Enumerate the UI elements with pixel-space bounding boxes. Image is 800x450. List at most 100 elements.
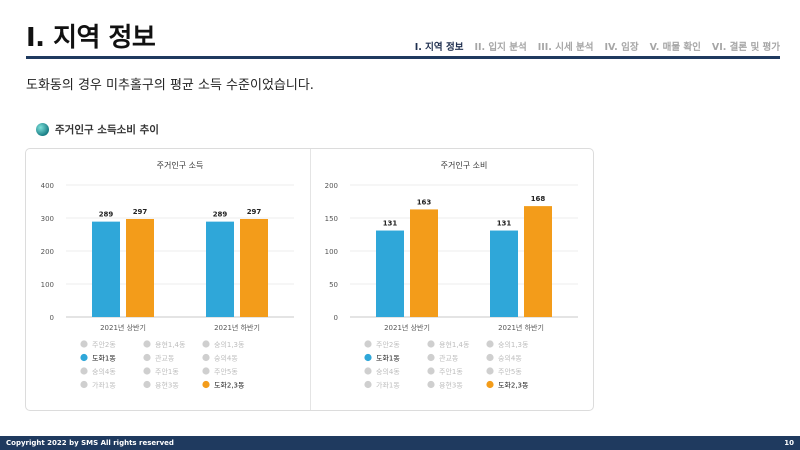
y-tick-label: 0 [50,314,54,322]
data-label: 289 [99,211,114,219]
nav-item-region[interactable]: I. 지역 정보 [414,42,464,53]
legend-marker [486,367,494,375]
legend-label: 주안2동 [376,340,400,349]
legend-label: 용현1,4동 [439,341,470,349]
legend-marker [486,380,494,389]
y-tick-label: 50 [329,281,338,289]
legend-marker [143,353,151,362]
legend-marker [364,353,372,362]
legend-label: 용현3동 [155,382,179,390]
legend-label: 가좌1동 [376,381,400,390]
legend-label: 숭의4동 [92,367,116,376]
nav-item-listing[interactable]: V. 매물 확인 [649,42,701,53]
data-label: 297 [247,208,262,216]
legend-label: 관교동 [155,354,175,363]
legend-label: 숭의4동 [214,354,238,363]
section-nav: I. 지역 정보 II. 입지 분석 III. 시세 분석 IV. 임장 V. … [415,39,780,53]
legend-label: 도화2,3동 [214,382,245,390]
legend-marker [486,353,494,362]
legend-marker [364,367,372,375]
legend-marker [80,367,88,375]
bar [490,230,518,317]
y-tick-label: 200 [325,182,338,190]
legend-label: 가좌1동 [92,381,116,390]
legend-marker [427,340,435,348]
legend-marker [364,380,372,389]
x-tick-label: 2021년 하반기 [498,323,544,332]
income-chart: 주거인구 소득 0 100 200 300 400 2021년 상반기 289 297 2021년… [41,160,294,390]
legend-label: 도화1동 [376,355,400,363]
y-tick-label: 200 [41,248,54,256]
chart-title: 주거인구 소비 [441,160,488,170]
section-header: 주거인구 소득소비 추이 [36,122,159,137]
legend-marker [202,353,210,362]
legend-label: 용현1,4동 [155,341,186,349]
data-label: 163 [417,198,432,206]
legend-label: 주안5동 [498,367,522,376]
copyright-text: Copyright 2022 by SMS All rights reserve… [6,439,174,447]
y-tick-label: 300 [41,215,54,223]
legend-marker [143,367,151,375]
bar [376,230,404,317]
page-number: 10 [784,439,794,447]
x-tick-label: 2021년 하반기 [214,323,260,332]
chart-title: 주거인구 소득 [157,160,204,170]
description-text: 도화동의 경우 미추홀구의 평균 소득 수준이었습니다. [26,78,314,93]
bar [410,209,438,317]
legend-marker [364,340,372,348]
data-label: 289 [213,211,228,219]
x-tick-label: 2021년 상반기 [100,323,146,332]
page-title: I. 지역 정보 [26,23,156,53]
data-label: 168 [531,195,546,203]
panel-divider [310,149,311,410]
data-label: 131 [497,220,512,228]
legend-marker [80,340,88,348]
data-label: 131 [383,220,398,228]
y-tick-label: 100 [325,248,338,256]
y-tick-label: 150 [325,215,338,223]
legend-marker [80,380,88,389]
legend-label: 숭의1,3동 [214,340,245,349]
legend-marker [143,380,151,389]
legend-label: 용현3동 [439,382,463,390]
legend-marker [486,340,494,348]
legend-label: 주안1동 [439,367,463,376]
legend-label: 숭의4동 [376,367,400,376]
legend-label: 주안5동 [214,367,238,376]
data-label: 297 [133,208,148,216]
nav-item-field[interactable]: IV. 임장 [604,42,639,53]
legend-label: 주안2동 [92,340,116,349]
legend-label: 도화2,3동 [498,382,529,390]
bar [126,218,154,317]
legend-marker [202,340,210,348]
y-tick-label: 100 [41,281,54,289]
nav-item-location[interactable]: II. 입지 분석 [474,42,527,53]
bullet-icon [36,123,49,136]
legend-marker [143,340,151,348]
x-tick-label: 2021년 상반기 [384,323,430,332]
legend-label: 주안1동 [155,367,179,376]
legend-label: 숭의1,3동 [498,340,529,349]
y-tick-label: 400 [41,182,54,190]
legend-marker [80,353,88,362]
legend-marker [427,367,435,375]
legend-label: 관교동 [439,354,459,363]
bar [524,206,552,317]
legend-marker [202,380,210,389]
title-divider [26,56,780,59]
nav-item-price[interactable]: III. 시세 분석 [537,42,594,53]
spending-chart: 주거인구 소비 0 50 100 150 200 2021년 상반기 131 163 2021년 … [325,160,578,390]
legend-label: 숭의4동 [498,354,522,363]
legend-label: 도화1동 [92,355,116,363]
legend-marker [427,353,435,362]
legend-marker [202,367,210,375]
bar [92,221,120,317]
bar [240,218,268,317]
nav-item-conclusion[interactable]: VI. 결론 및 평가 [711,42,780,53]
footer-bar: Copyright 2022 by SMS All rights reserve… [0,436,800,450]
legend-marker [427,380,435,389]
section-title: 주거인구 소득소비 추이 [55,124,159,136]
bar [206,221,234,317]
y-tick-label: 0 [334,314,338,322]
charts-panel: 주거인구 소득 0 100 200 300 400 2021년 상반기 289 297 2021년… [25,148,594,411]
